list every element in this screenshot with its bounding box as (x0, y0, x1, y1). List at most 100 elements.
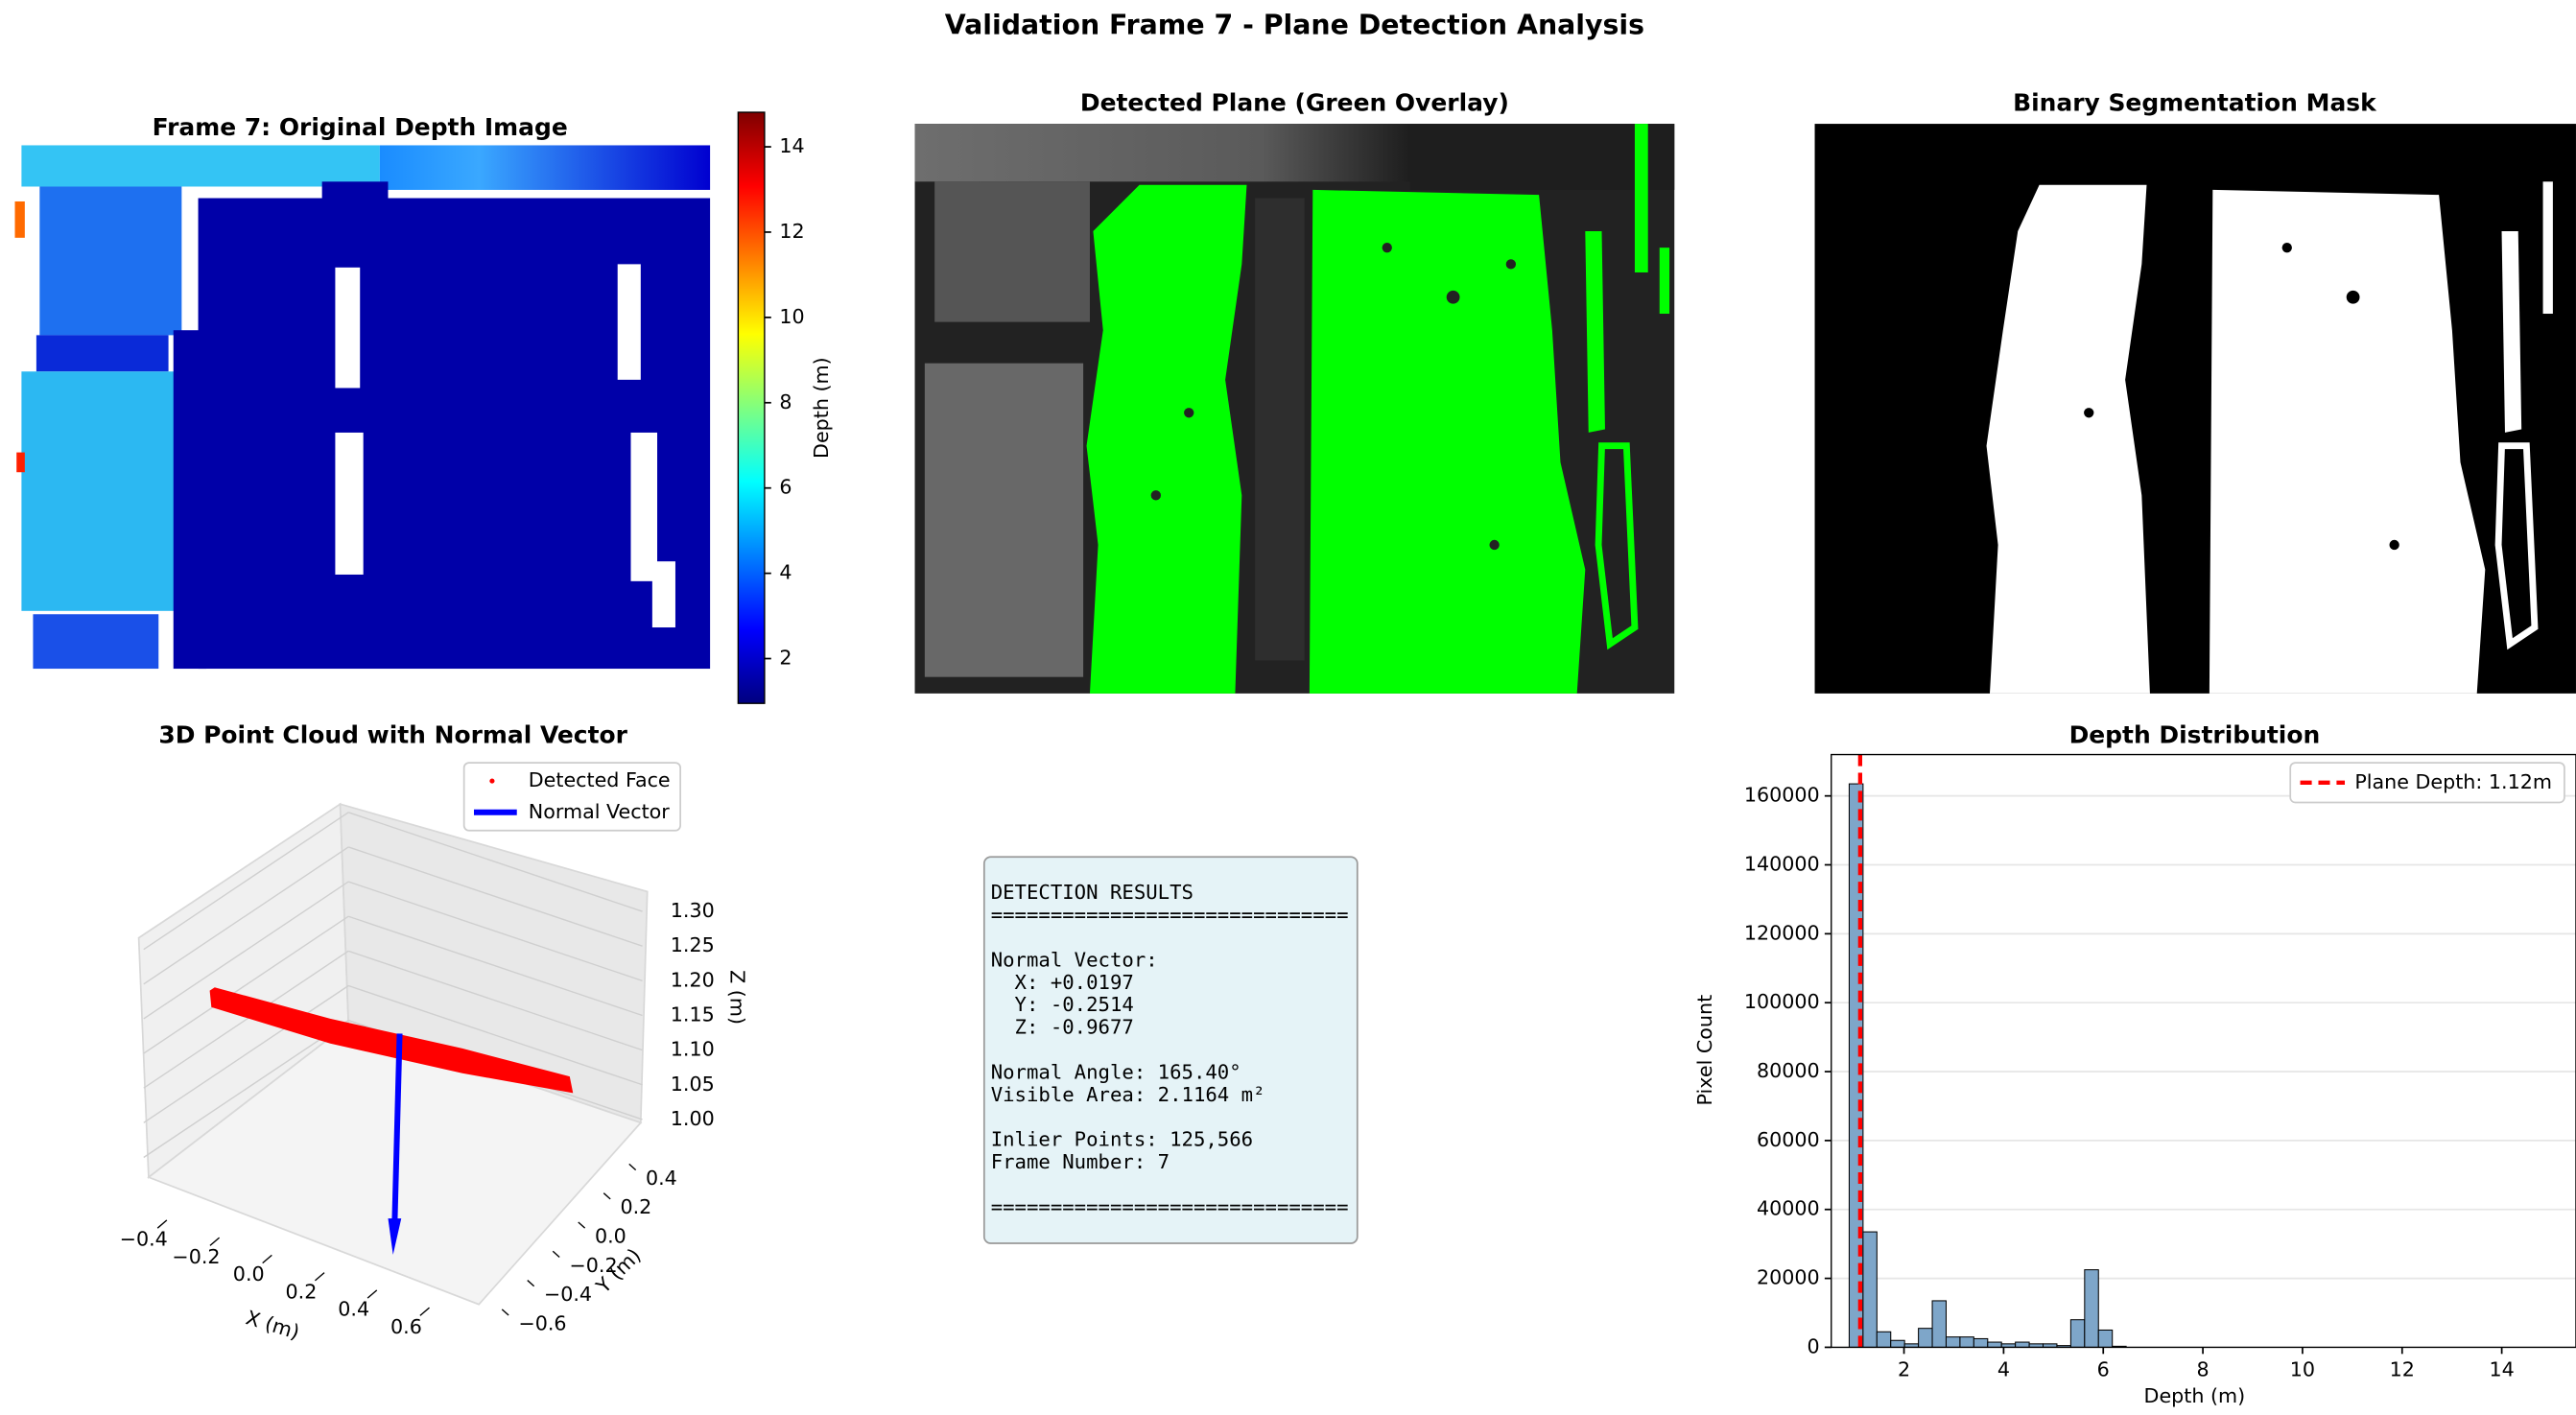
results-line: ============================== (991, 1195, 1349, 1218)
grid-line (143, 1020, 349, 1159)
y-tick-label: −0.6 (518, 1311, 566, 1334)
grid-line (143, 846, 349, 985)
tick-mark (552, 1250, 560, 1258)
x-tick-label: 0.6 (390, 1315, 422, 1338)
grid-line (347, 812, 643, 912)
z-tick-label: 1.00 (671, 1107, 715, 1130)
y-tick-label: 120000 (1744, 921, 1820, 944)
results-line: X: +0.0197 (991, 971, 1134, 994)
legend-label: Plane Depth: 1.12m (2354, 770, 2552, 793)
x-tick-label: −0.4 (120, 1228, 168, 1251)
bar (2069, 1319, 2086, 1348)
normal-vector (391, 1033, 403, 1222)
x-tick-label: 4 (1997, 1358, 2010, 1381)
panel-title: Detected Plane (Green Overlay) (1080, 88, 1509, 116)
results-box (982, 856, 1359, 1244)
tick-mark (603, 1192, 611, 1200)
grid-line (347, 915, 643, 1017)
panel-title: Binary Segmentation Mask (2013, 88, 2377, 116)
tick-mark (366, 1289, 378, 1299)
tick-mark (209, 1237, 221, 1246)
grid-line (143, 984, 349, 1123)
results-line: Inlier Points: 125,566 (991, 1128, 1253, 1151)
y-tick-label: 100000 (1744, 990, 1820, 1013)
bar (1876, 1331, 1892, 1348)
legend-label: Normal Vector (529, 800, 671, 823)
x-axis-label: X (m) (244, 1306, 302, 1344)
z-axis-label: Z (m) (726, 970, 749, 1025)
panel-title: Depth Distribution (2069, 721, 2321, 749)
x-tick-label: 12 (2390, 1358, 2415, 1381)
y-tick-label: 80000 (1757, 1059, 1820, 1082)
colorbar-tick-label: 8 (779, 390, 792, 413)
x-axis-label: Depth (m) (2144, 1384, 2246, 1407)
x-tick-label: −0.2 (172, 1245, 220, 1268)
y-tick-label: 0.2 (620, 1195, 651, 1218)
grid-line (143, 915, 349, 1054)
normal-arrowhead (388, 1218, 402, 1256)
legend (2289, 762, 2565, 804)
y-tick-label: 160000 (1744, 784, 1820, 807)
z-tick-label: 1.30 (671, 899, 715, 922)
colorbar-tick-label: 6 (779, 476, 792, 499)
grid-line (347, 846, 643, 947)
results-line: Normal Angle: 165.40° (991, 1060, 1241, 1083)
overlay-image (914, 124, 1675, 694)
grid-line (347, 984, 643, 1086)
y-tick-label: 0 (1808, 1334, 1820, 1357)
bar (1862, 1231, 1878, 1348)
colorbar-tick-label: 12 (779, 220, 804, 243)
bar (2097, 1329, 2114, 1348)
y-tick-label: 140000 (1744, 853, 1820, 876)
bar (1931, 1300, 1947, 1348)
legend-label: Detected Face (529, 768, 671, 791)
x-tick-label: 0.4 (338, 1298, 369, 1321)
results-line: ============================== (991, 904, 1349, 927)
panel-title: Frame 7: Original Depth Image (153, 113, 568, 141)
results-line: Frame Number: 7 (991, 1150, 1170, 1173)
y-tick-label: 0.0 (595, 1224, 626, 1247)
tick-mark (156, 1219, 168, 1229)
tick-mark (314, 1272, 325, 1282)
grid-line (143, 812, 349, 951)
x-tick-label: 14 (2489, 1358, 2514, 1381)
x-tick-label: 0.2 (286, 1280, 318, 1303)
grid-line (347, 881, 643, 981)
grid-line (347, 950, 643, 1051)
legend: Detected Face Normal Vector (462, 762, 681, 832)
tick-mark (578, 1221, 586, 1229)
x-tick-label: 6 (2097, 1358, 2110, 1381)
y-tick-label: 20000 (1757, 1266, 1820, 1289)
grid-line (143, 950, 349, 1089)
y-tick-label: 60000 (1757, 1128, 1820, 1151)
x-tick-label: 8 (2197, 1358, 2210, 1381)
z-tick-label: 1.10 (671, 1038, 715, 1061)
colorbar-tick-label: 14 (779, 134, 804, 157)
grid-line (143, 881, 349, 1020)
bar (2084, 1269, 2099, 1348)
plot-frame (1831, 753, 2576, 1349)
colorbar-tick-label: 4 (779, 561, 792, 584)
x-tick-label: 0.0 (233, 1262, 265, 1285)
x-tick-label: 10 (2290, 1358, 2315, 1381)
panel-title: 3D Point Cloud with Normal Vector (158, 721, 627, 749)
point-cloud (209, 987, 574, 1094)
bar (1987, 1341, 2002, 1348)
z-tick-label: 1.20 (671, 968, 715, 991)
bar (1890, 1339, 1905, 1348)
x-tick-label: 2 (1898, 1358, 1910, 1381)
bar (1918, 1328, 1933, 1348)
z-tick-label: 1.25 (671, 933, 715, 956)
tick-mark (501, 1309, 509, 1316)
tick-mark (262, 1254, 272, 1264)
results-line: Y: -0.2514 (991, 993, 1134, 1016)
colorbar (737, 111, 766, 704)
tick-mark (419, 1307, 430, 1316)
z-tick-label: 1.15 (671, 1002, 715, 1026)
mask-image (1814, 124, 2576, 694)
tick-mark (628, 1163, 637, 1171)
colorbar-tick-label: 2 (779, 647, 792, 670)
y-tick-label: −0.4 (544, 1283, 592, 1306)
results-line: DETECTION RESULTS (991, 881, 1193, 904)
